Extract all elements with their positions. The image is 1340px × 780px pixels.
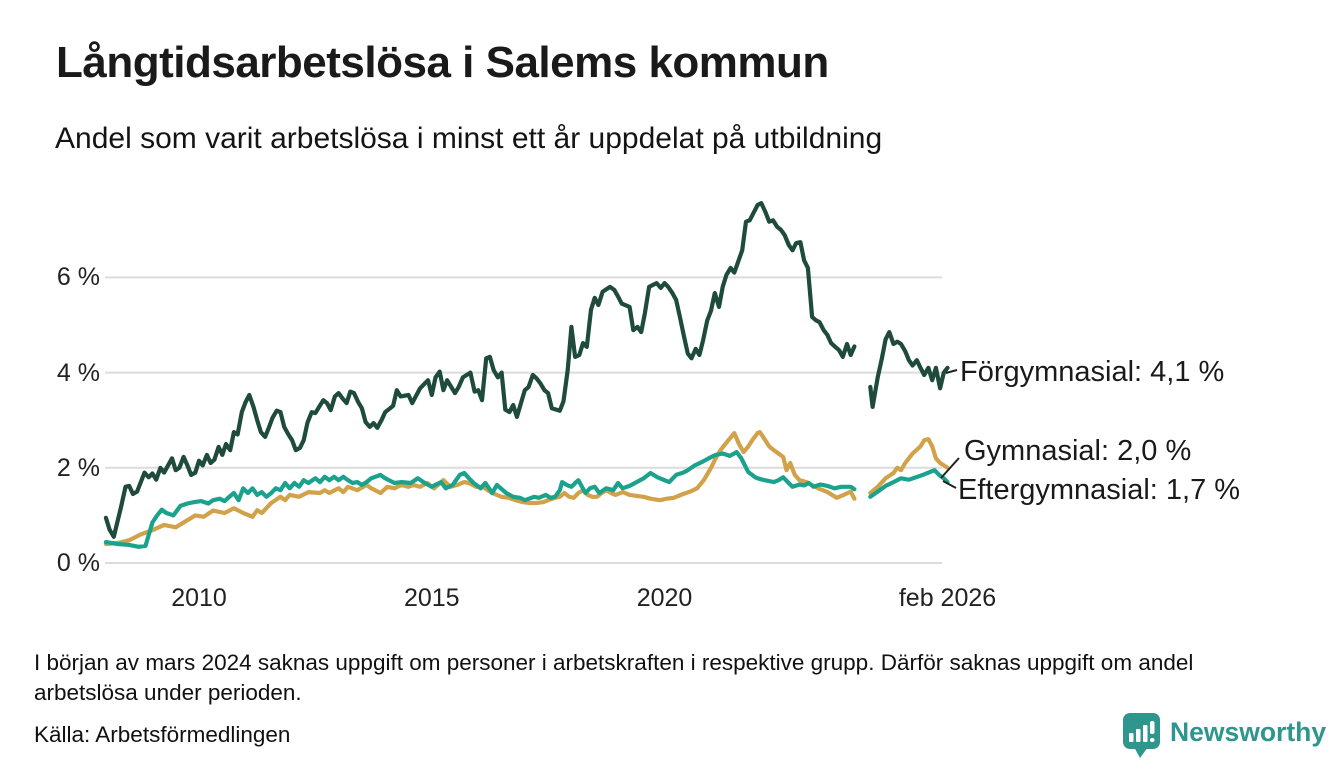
page-title: Långtidsarbetslösa i Salems kommun xyxy=(56,38,829,87)
forgymnasial-label-connector xyxy=(945,369,958,374)
source-credit: Källa: Arbetsförmedlingen xyxy=(34,722,291,747)
x-tick-label: 2015 xyxy=(403,584,460,612)
x-tick-label: 2020 xyxy=(636,584,693,612)
series-line-eftergymnasial xyxy=(868,468,950,499)
newsworthy-logo-icon xyxy=(1123,713,1160,758)
newsworthy-logo-text: Newsworthy xyxy=(1170,717,1327,747)
label-connectors xyxy=(940,369,960,489)
series-end-label-eftergymnasial: Eftergymnasial: 1,7 % xyxy=(958,474,1241,506)
series-line-forgymnasial xyxy=(868,330,950,409)
series-line-gymnasial xyxy=(868,437,950,496)
x-tick-label: feb 2026 xyxy=(898,584,997,612)
gridlines xyxy=(105,276,942,564)
series-end-label-forgymnasial: Förgymnasial: 4,1 % xyxy=(960,356,1225,388)
series-line-gymnasial xyxy=(103,430,857,547)
y-tick-label: 0 % xyxy=(56,549,100,577)
gymnasial-label-connector xyxy=(940,457,960,479)
series-lines xyxy=(103,201,950,549)
x-tick-label: 2010 xyxy=(171,584,227,612)
footnote: I början av mars 2024 saknas uppgift om … xyxy=(34,650,1194,705)
page-subtitle: Andel som varit arbetslösa i minst ett å… xyxy=(55,122,883,155)
newsworthy-logo: Newsworthy xyxy=(1122,712,1326,760)
eftergymnasial-label-connector xyxy=(942,480,957,489)
y-tick-label: 4 % xyxy=(56,358,100,387)
y-tick-label: 2 % xyxy=(56,453,100,482)
y-tick-label: 6 % xyxy=(56,263,100,292)
series-end-label-gymnasial: Gymnasial: 2,0 % xyxy=(964,435,1192,467)
series-line-forgymnasial xyxy=(103,201,857,539)
series-line-eftergymnasial xyxy=(103,450,857,549)
